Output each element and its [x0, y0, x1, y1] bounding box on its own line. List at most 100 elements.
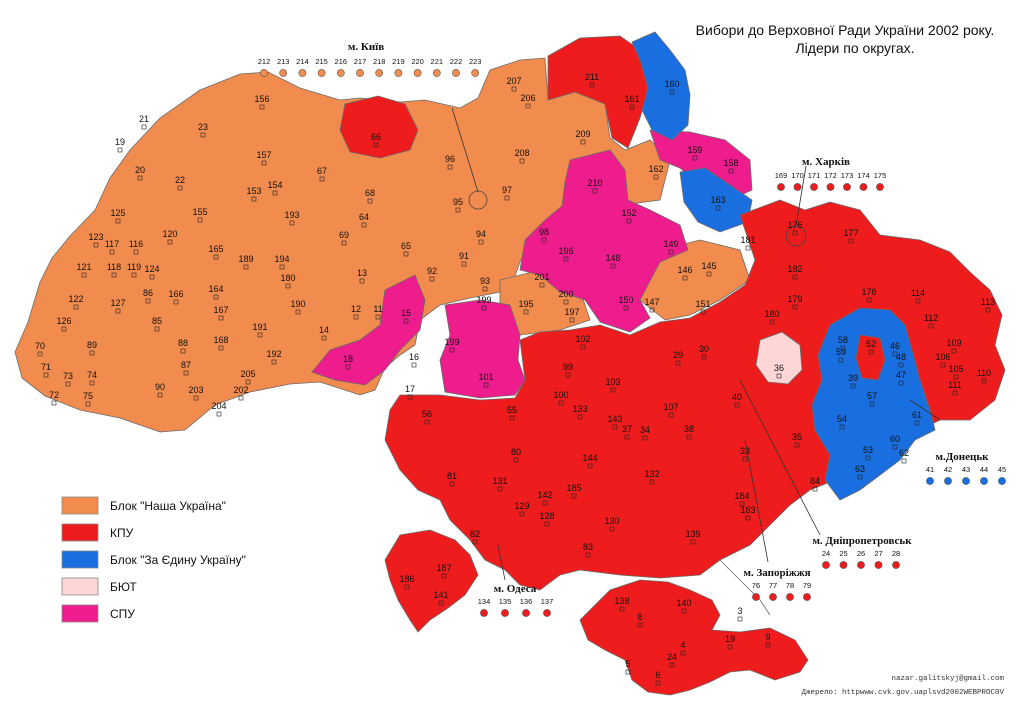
district-center-marker [727, 644, 733, 650]
city-district-number: 216 [335, 57, 348, 66]
district-number-label: 5 [625, 659, 630, 669]
city-district-number: 25 [839, 549, 847, 558]
city-district-dot [769, 593, 777, 601]
district-center-marker [706, 271, 712, 277]
city-block-kyiv: м. Київ 212 213 214 215 216 217 218 219 220 221 22… [258, 41, 481, 77]
district-number-label: 192 [266, 349, 281, 359]
district-number-label: 84 [810, 476, 820, 486]
district-number-label: 163 [710, 195, 725, 205]
district-center-marker [133, 249, 139, 255]
zaporizhzhia-pointer-line [744, 439, 769, 563]
city-district-dot [810, 183, 818, 191]
district-number-label: 46 [890, 341, 900, 351]
district-number-label: 183 [740, 505, 755, 515]
district-center-marker [157, 392, 163, 398]
district-center-marker [482, 286, 488, 292]
district-number-label: 68 [365, 188, 375, 198]
district-number-label: 197 [564, 307, 579, 317]
city-district-dot [843, 183, 851, 191]
district-number-label: 89 [87, 340, 97, 350]
district-number-label: 36 [774, 363, 784, 373]
city-district-number: 78 [786, 581, 794, 590]
district-number-label: 73 [63, 371, 73, 381]
district-number-label: 186 [399, 574, 414, 584]
district-number-label: 208 [514, 148, 529, 158]
district-number-label: 69 [339, 230, 349, 240]
district-number-label: 71 [41, 362, 51, 372]
district-center-marker [792, 230, 798, 236]
district-number-label: 99 [563, 362, 573, 372]
city-district-number: 79 [803, 581, 811, 590]
district-number-label: 70 [35, 341, 45, 351]
city-district-number: 219 [392, 57, 405, 66]
district-center-marker [367, 198, 373, 204]
district-number-label: 29 [673, 350, 683, 360]
district-number-label: 211 [585, 72, 599, 82]
district-center-marker [149, 274, 155, 280]
district-number-label: 150 [618, 295, 633, 305]
district-number-label: 12 [351, 304, 361, 314]
district-center-marker [623, 305, 629, 311]
district-number-label: 60 [890, 434, 900, 444]
city-district-dot [876, 183, 884, 191]
city-district-number: 173 [841, 171, 854, 180]
district-center-marker [481, 305, 487, 311]
district-number-label: 37 [622, 424, 632, 434]
district-center-marker [686, 434, 692, 440]
district-number-label: 140 [676, 598, 691, 608]
city-district-number: 215 [315, 57, 328, 66]
district-center-marker [612, 424, 618, 430]
region-kpu-211 [547, 35, 649, 149]
district-number-label: 33 [740, 446, 750, 456]
district-center-marker [544, 521, 550, 527]
district-number-label: 176 [787, 220, 802, 230]
district-number-label: 184 [734, 491, 749, 501]
district-center-marker [563, 256, 569, 262]
district-center-marker [429, 276, 435, 282]
district-center-marker [89, 380, 95, 386]
district-number-label: 206 [520, 93, 535, 103]
district-center-marker [65, 381, 71, 387]
district-center-marker [497, 486, 503, 492]
district-center-marker [892, 351, 898, 357]
district-number-label: 62 [899, 448, 909, 458]
city-district-number: 212 [258, 57, 271, 66]
city-district-number: 43 [962, 465, 970, 474]
district-center-marker [513, 457, 519, 463]
district-center-marker [218, 315, 224, 321]
district-center-marker [728, 168, 734, 174]
district-number-label: 156 [254, 94, 269, 104]
city-district-dot [822, 561, 830, 569]
legend-label: Блок "За Єдину Україну" [110, 553, 246, 567]
city-district-number: 41 [926, 465, 934, 474]
district-number-label: 114 [911, 288, 925, 298]
city-district-dot [356, 69, 364, 77]
district-number-label: 109 [946, 338, 961, 348]
city-district-number: 27 [874, 549, 882, 558]
district-center-marker [81, 272, 87, 278]
district-center-marker [321, 335, 327, 341]
legend-swatch [61, 523, 99, 542]
district-center-marker [449, 481, 455, 487]
district-number-label: 48 [896, 352, 906, 362]
city-district-number: 172 [824, 171, 837, 180]
district-number-label: 200 [558, 289, 573, 299]
district-center-marker [361, 222, 367, 228]
city-district-number: 221 [431, 57, 444, 66]
city-district-dot [892, 561, 900, 569]
city-district-number: 217 [354, 57, 367, 66]
district-number-label: 90 [155, 382, 165, 392]
district-center-marker [111, 272, 117, 278]
district-center-marker [569, 317, 575, 323]
region-kpu-main [384, 199, 1006, 591]
district-center-marker [580, 344, 586, 350]
city-block-dnipro: м. Дніпропетровськ 24 25 26 27 28 [812, 535, 912, 569]
district-center-marker [373, 142, 379, 148]
district-number-label: 190 [290, 299, 305, 309]
district-number-label: 131 [492, 476, 507, 486]
district-number-label: 119 [127, 262, 141, 272]
kyiv-pointer-line [451, 107, 479, 193]
city-name-kyiv: м. Київ [348, 41, 384, 53]
district-center-marker [404, 584, 410, 590]
